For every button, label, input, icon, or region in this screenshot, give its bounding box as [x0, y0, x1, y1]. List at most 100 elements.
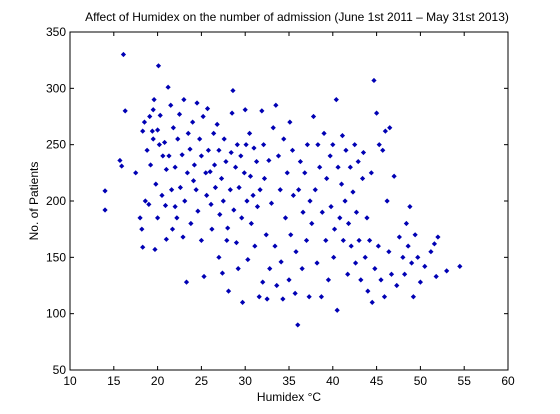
data-point — [172, 164, 178, 170]
data-point — [151, 97, 157, 103]
data-point — [350, 189, 356, 195]
data-point — [149, 128, 155, 134]
x-tick-label: 15 — [107, 374, 121, 388]
data-point — [382, 128, 388, 134]
data-point — [170, 125, 176, 131]
data-point — [312, 187, 318, 193]
data-point — [242, 107, 248, 113]
data-point — [233, 240, 240, 246]
data-point — [102, 188, 108, 194]
data-point — [431, 241, 438, 247]
data-point — [290, 192, 296, 198]
data-point — [194, 100, 200, 106]
data-point — [433, 273, 439, 280]
data-point — [391, 173, 397, 179]
chart-title: Affect of Humidex on the number of admis… — [85, 10, 509, 24]
data-point — [168, 102, 174, 108]
data-point — [211, 130, 217, 136]
data-point — [216, 147, 222, 153]
data-point — [324, 175, 330, 182]
data-point — [396, 234, 402, 240]
data-point — [193, 187, 199, 193]
data-point — [359, 175, 366, 182]
data-point — [236, 184, 242, 191]
data-point — [287, 119, 293, 125]
data-point — [281, 136, 287, 142]
data-point — [280, 296, 286, 302]
data-point — [214, 121, 220, 127]
data-point — [325, 277, 332, 283]
data-point — [241, 170, 247, 176]
data-point — [355, 158, 361, 165]
data-point — [219, 270, 226, 276]
data-point — [261, 175, 268, 182]
data-point — [150, 136, 156, 142]
data-point — [303, 237, 310, 244]
data-point — [333, 97, 339, 103]
data-point — [225, 225, 231, 231]
data-point — [175, 136, 181, 142]
data-point — [162, 139, 168, 146]
data-point — [235, 266, 241, 272]
data-point — [331, 226, 338, 232]
data-point — [347, 164, 353, 170]
data-point — [358, 277, 364, 283]
data-point — [365, 288, 371, 294]
data-point — [208, 201, 214, 207]
data-point — [147, 113, 153, 120]
data-point — [277, 187, 283, 193]
x-tick-label: 55 — [458, 374, 472, 388]
data-point — [227, 187, 233, 193]
data-point — [191, 162, 197, 168]
data-point — [362, 254, 368, 260]
data-point — [212, 184, 219, 191]
data-point — [457, 263, 463, 269]
data-point — [257, 187, 263, 193]
x-tick-label: 45 — [370, 374, 384, 388]
data-point — [187, 146, 193, 152]
data-point — [176, 111, 183, 117]
data-point — [209, 226, 215, 232]
data-point — [409, 260, 415, 266]
data-point — [299, 266, 305, 272]
data-point — [378, 277, 384, 283]
data-point — [245, 256, 251, 263]
data-point — [380, 147, 386, 153]
data-point — [179, 152, 185, 158]
data-point — [384, 198, 390, 204]
data-point — [231, 207, 237, 213]
data-point — [248, 220, 254, 227]
data-point — [330, 142, 336, 148]
data-point — [155, 215, 161, 221]
x-tick-label: 40 — [326, 374, 340, 388]
x-tick-label: 20 — [151, 374, 165, 388]
data-point — [259, 108, 265, 114]
data-point — [190, 119, 196, 125]
data-point — [338, 181, 345, 187]
data-point — [232, 164, 239, 170]
data-point — [188, 220, 194, 227]
x-tick-label: 60 — [501, 374, 515, 388]
data-point — [381, 294, 388, 300]
data-point — [200, 113, 206, 120]
data-point — [203, 170, 209, 176]
data-point — [204, 106, 211, 112]
data-point — [327, 153, 333, 159]
data-point — [169, 226, 176, 232]
data-point — [274, 282, 280, 289]
data-point — [252, 243, 258, 249]
data-point — [230, 87, 236, 94]
x-axis-label: Humidex °C — [257, 390, 321, 404]
data-point — [310, 113, 317, 120]
data-point — [366, 237, 373, 244]
data-point — [297, 158, 303, 165]
x-tick-label: 30 — [239, 374, 253, 388]
data-point — [155, 127, 161, 133]
data-point — [292, 290, 298, 296]
data-point — [155, 63, 162, 69]
data-point — [412, 232, 418, 238]
data-point — [266, 157, 272, 164]
data-point — [410, 294, 416, 300]
data-point — [374, 110, 380, 116]
data-point — [388, 271, 395, 277]
